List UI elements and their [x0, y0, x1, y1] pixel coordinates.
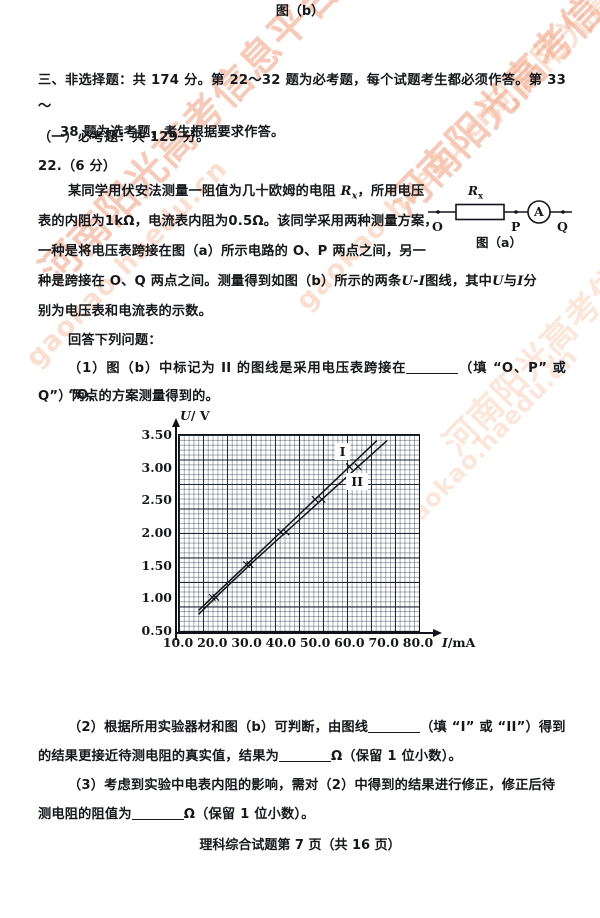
- section-heading: 三、非选择题：共 174 分。第 22～32 题为必考题，每个试题考生都必须作答…: [38, 68, 566, 146]
- stem-line-5: 别为电压表和电流表的示数。: [38, 304, 213, 319]
- section-heading-line2: 38 题为选考题，考生根据要求作答。: [60, 125, 285, 140]
- x-axis-arrow-icon: [433, 628, 442, 637]
- y-tick-label: 3.00: [141, 459, 172, 475]
- y-tick-label: 3.50: [141, 427, 172, 442]
- figure-a-caption: 图（a）: [476, 235, 522, 250]
- y-axis: [175, 424, 177, 640]
- answer-blank-q2-value[interactable]: [278, 761, 331, 762]
- symbol-u: U: [492, 274, 504, 289]
- curve-label-I: I: [334, 443, 351, 461]
- y-tick-label: 2.00: [141, 525, 172, 540]
- stem-line-3: 一种是将电压表跨接在图（a）所示电路的 O、P 两点之间，另一: [38, 244, 427, 259]
- y-tick-label: 1.00: [141, 590, 172, 606]
- sub-question-1: （1）图（b）中标记为 II 的图线是采用电压表跨接在 （填 “O、P” 或 “O…: [38, 355, 566, 411]
- q1-line-2: Q”）两点的方案测量得到的。: [38, 389, 219, 404]
- section-subheading: （一）必考题：共 129 分。: [38, 130, 210, 145]
- y-tick-label: 0.50: [141, 623, 172, 638]
- figure-a-node-q: Q: [557, 219, 568, 234]
- x-axis-title: I/mA: [442, 635, 476, 650]
- figure-b-graph: U/ V I/mA 3.50 3.00 2.50 2.00 1.50 1.00 …: [128, 406, 476, 678]
- y-tick-label: 1.50: [141, 557, 172, 573]
- exam-page: 三、非选择题：共 174 分。第 22～32 题为必考题，每个试题考生都必须作答…: [0, 0, 600, 853]
- x-tick-label: 80.0: [402, 635, 434, 650]
- answer-blank-q3-value[interactable]: [131, 819, 184, 820]
- q3-line-2: 测电阻的阻值为 Ω（保留 1 位小数）。: [38, 807, 315, 822]
- y-tick-label: 2.50: [141, 492, 172, 508]
- x-tick-label: 30.0: [231, 635, 262, 650]
- resistor-symbol-rx: Rx: [340, 184, 358, 202]
- x-tick-label: 20.0: [197, 635, 228, 650]
- answer-lead-in: 回答下列问题：: [68, 333, 162, 348]
- q2-line-1: （2）根据所用实验器材和图（b）可判断，由图线 （填 “I” 或 “II”）得到: [68, 720, 566, 735]
- q3-line-1: （3）考虑到实验中电表内阻的影响，需对（2）中得到的结果进行修正，修正后待: [68, 778, 556, 793]
- symbol-i: I: [418, 274, 426, 289]
- symbol-i: I: [517, 274, 524, 289]
- stem-line-2: 表的内阻为1kΩ，电流表内阻为0.5Ω。该同学采用两种测量方案，: [38, 214, 438, 229]
- symbol-u: U: [401, 274, 414, 289]
- question-number: 22.（6 分）: [38, 159, 117, 174]
- x-tick-label: 60.0: [334, 635, 365, 650]
- stem-line-1: 某同学用伏安法测量一阻值为几十欧姆的电阻 Rx，所用电压: [68, 184, 425, 202]
- question-stem-bottom: 种是跨接在 O、Q 两点之间。测量得到如图（b）所示的两条U-I图线，其中U与I…: [38, 268, 566, 328]
- figure-a-resistor-label: Rx: [468, 184, 483, 201]
- x-tick-label: 70.0: [368, 635, 399, 650]
- figure-b-caption: 图（b）: [275, 4, 325, 19]
- plot-area: [178, 434, 420, 632]
- x-axis: [175, 632, 437, 634]
- answer-blank-q2-curve[interactable]: [368, 732, 421, 733]
- q2-line-2: 的结果更接近待测电阻的真实值，结果为 Ω（保留 1 位小数）。: [38, 749, 462, 764]
- y-axis-arrow-icon: [171, 418, 180, 427]
- section-heading-line1: 三、非选择题：共 174 分。第 22～32 题为必考题，每个试题考生都必须作答…: [38, 73, 566, 114]
- x-tick-label: 40.0: [265, 635, 297, 650]
- x-tick-label: 50.0: [299, 635, 331, 650]
- sub-question-3: （3）考虑到实验中电表内阻的影响，需对（2）中得到的结果进行修正，修正后待 测电…: [38, 772, 566, 830]
- answer-blank-q1[interactable]: [406, 373, 459, 374]
- q1-line-1: （1）图（b）中标记为 II 的图线是采用电压表跨接在 （填 “O、P” 或 “O…: [68, 361, 566, 403]
- figure-a-circuit: Rx O P Q A: [424, 182, 574, 256]
- figure-a-node-o: O: [432, 219, 443, 234]
- curve-label-II: II: [346, 473, 368, 491]
- page-footer: 理科综合试题第 7 页（共 16 页）: [199, 838, 401, 853]
- stem-line-4: 种是跨接在 O、Q 两点之间。测量得到如图（b）所示的两条U-I图线，其中U与I…: [38, 274, 537, 289]
- circuit-diagram-svg: [428, 200, 572, 224]
- figure-a-node-p: P: [511, 219, 521, 234]
- question-stem-top: 某同学用伏安法测量一阻值为几十欧姆的电阻 Rx，所用电压 表的内阻为1kΩ，电流…: [38, 178, 438, 268]
- sub-question-2: （2）根据所用实验器材和图（b）可判断，由图线 （填 “I” 或 “II”）得到 …: [38, 714, 566, 772]
- y-axis-title: U/ V: [180, 408, 210, 423]
- ammeter-icon: A: [534, 204, 544, 219]
- x-tick-label: 10.0: [162, 635, 194, 650]
